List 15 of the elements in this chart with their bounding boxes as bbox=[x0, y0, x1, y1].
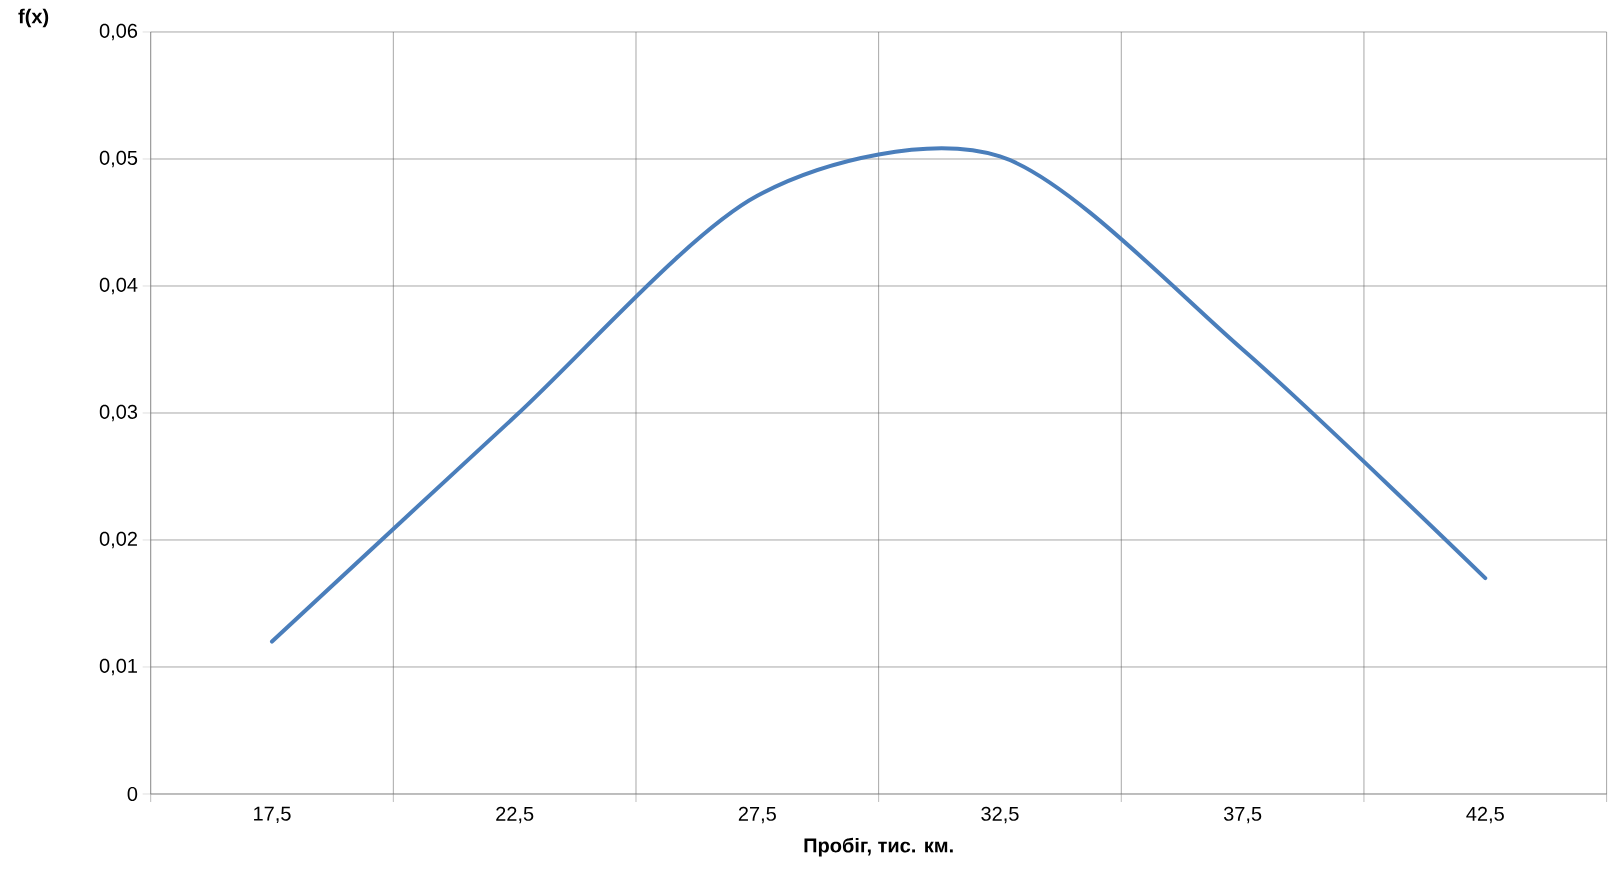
y-tick-label: 0,01 bbox=[99, 658, 137, 676]
y-tick-label: 0,05 bbox=[99, 150, 138, 168]
x-tick-label: 17,5 bbox=[254, 806, 291, 824]
x-tick-label: 37,5 bbox=[1223, 806, 1262, 824]
y-tick-label: 0,04 bbox=[99, 277, 138, 295]
x-axis-title: Пробіг, тис. км. bbox=[804, 837, 953, 857]
y-tick-label: 0,03 bbox=[99, 404, 138, 422]
x-tick-label: 32,5 bbox=[981, 806, 1019, 824]
x-tick-label: 22,5 bbox=[496, 806, 534, 824]
y-tick-label: 0,06 bbox=[99, 23, 138, 41]
y-tick-label: 0 bbox=[127, 786, 138, 802]
y-axis-title: f(x) bbox=[18, 8, 49, 28]
x-tick-label: 42,5 bbox=[1466, 806, 1504, 824]
y-tick-label: 0,02 bbox=[99, 531, 137, 549]
x-tick-label: 27,5 bbox=[738, 806, 776, 824]
